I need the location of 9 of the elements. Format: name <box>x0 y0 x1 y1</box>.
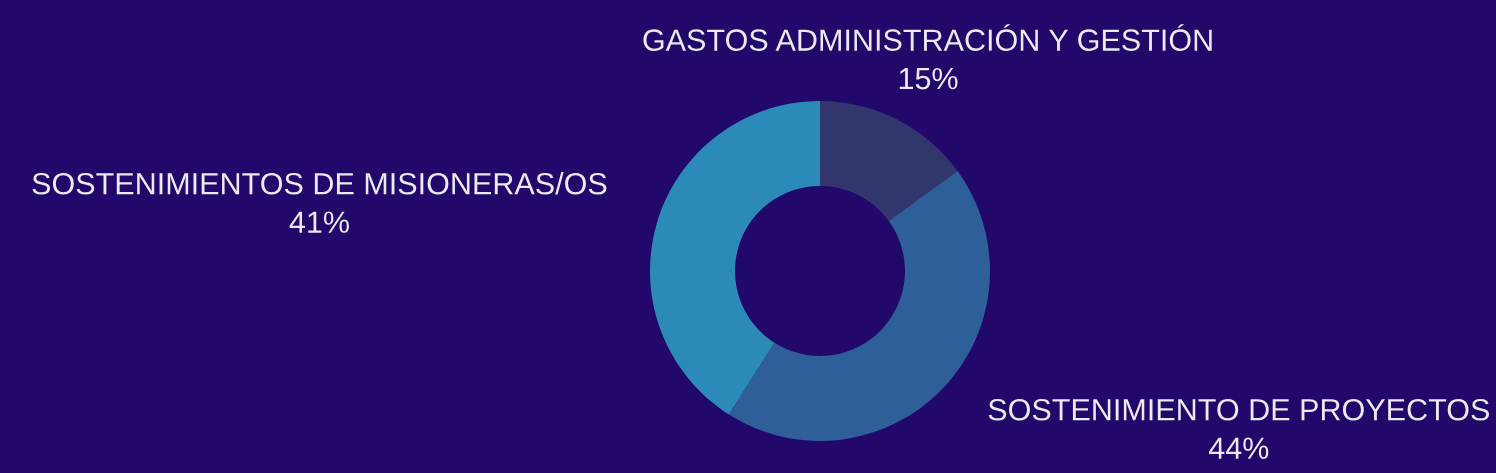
donut-slice <box>728 171 990 441</box>
data-label: 41% <box>289 211 349 233</box>
data-label: 44% <box>1208 437 1269 459</box>
donut-slice <box>650 101 820 415</box>
slice-label: SOSTENIMIENTOS DE MISIONERAS/OS <box>32 172 607 195</box>
donut-slice <box>820 101 958 222</box>
data-label: 15% <box>899 67 958 90</box>
slice-label: SOSTENIMIENTO DE PROYECTOS <box>988 398 1489 421</box>
slice-label: GASTOS ADMINISTRACIÓN Y GESTIÓN <box>643 24 1212 51</box>
